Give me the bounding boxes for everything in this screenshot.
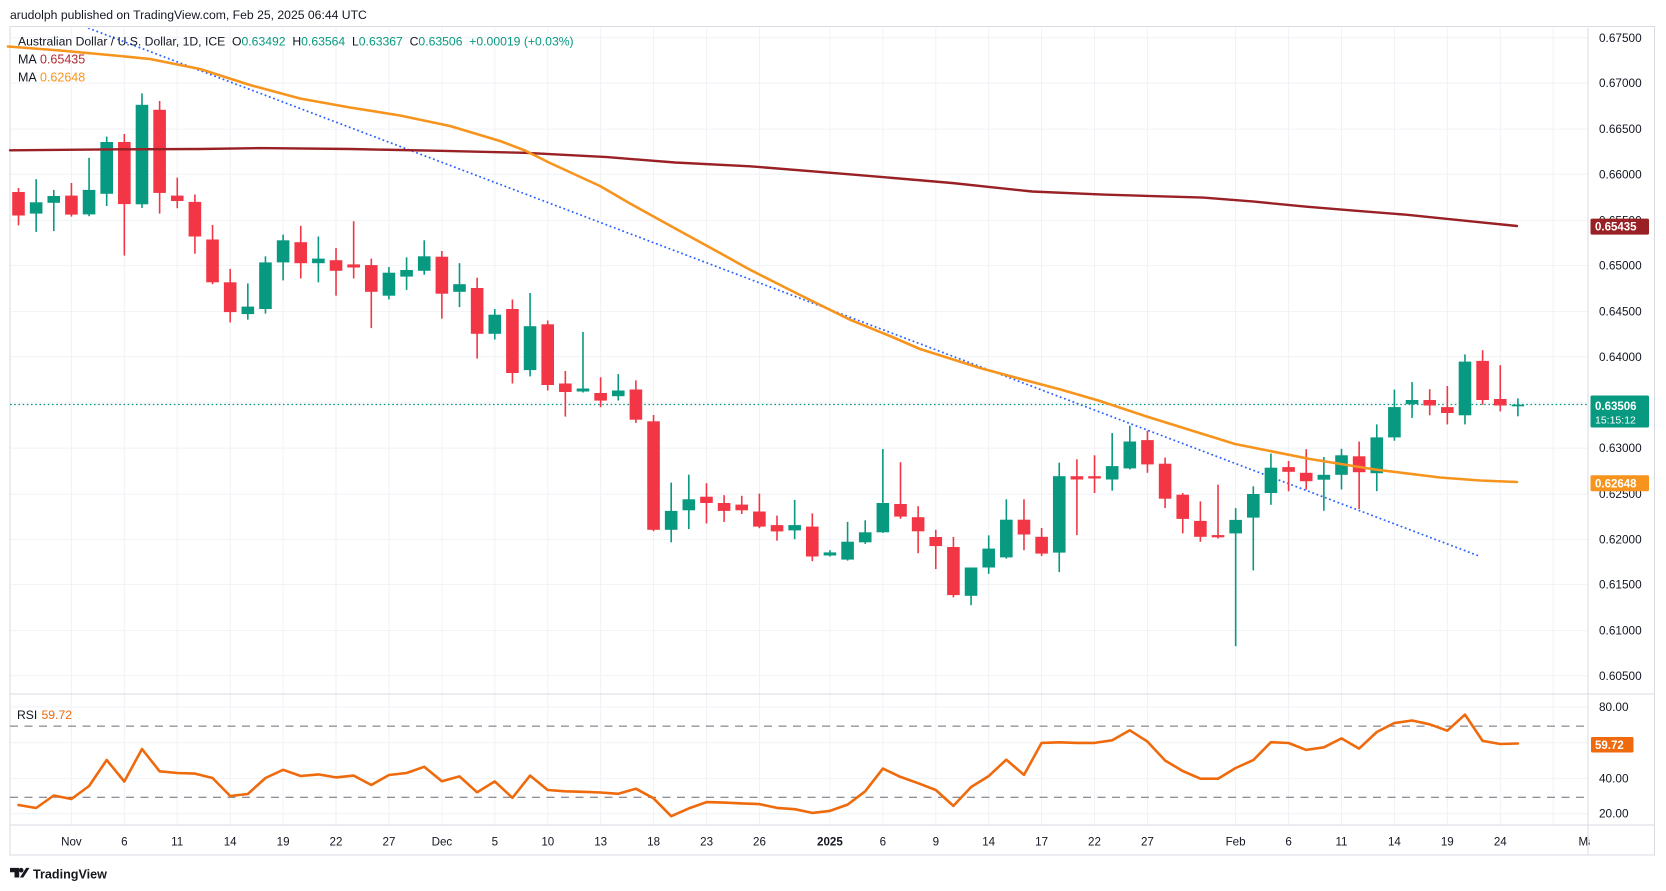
- svg-text:9: 9: [933, 836, 939, 849]
- svg-text:0.61500: 0.61500: [1599, 578, 1642, 592]
- svg-text:0.62648: 0.62648: [1595, 478, 1637, 490]
- svg-text:Australian Dollar / U.S. Dolla: Australian Dollar / U.S. Dollar, 1D, ICE…: [18, 35, 574, 49]
- svg-text:20.00: 20.00: [1599, 807, 1629, 821]
- svg-text:27: 27: [1141, 836, 1154, 849]
- svg-text:14: 14: [1388, 836, 1401, 849]
- svg-text:0.61000: 0.61000: [1599, 624, 1642, 638]
- svg-text:27: 27: [383, 836, 396, 849]
- svg-text:19: 19: [1441, 836, 1454, 849]
- svg-text:80.00: 80.00: [1599, 700, 1629, 714]
- svg-text:11: 11: [171, 836, 183, 849]
- svg-text:0.62000: 0.62000: [1599, 532, 1642, 546]
- svg-text:10: 10: [541, 836, 554, 849]
- svg-text:0.64500: 0.64500: [1599, 305, 1642, 319]
- svg-text:Dec: Dec: [432, 836, 453, 849]
- svg-text:0.66500: 0.66500: [1599, 122, 1642, 136]
- svg-text:0.60500: 0.60500: [1599, 669, 1642, 683]
- svg-text:MA 0.65435: MA 0.65435: [18, 53, 85, 67]
- svg-text:Feb: Feb: [1226, 836, 1246, 849]
- svg-text:26: 26: [753, 836, 766, 849]
- svg-text:40.00: 40.00: [1599, 771, 1629, 785]
- svg-text:23: 23: [700, 836, 713, 849]
- svg-text:6: 6: [880, 836, 886, 849]
- svg-text:Mar: Mar: [1579, 836, 1599, 849]
- svg-text:19: 19: [277, 836, 290, 849]
- svg-text:24: 24: [1494, 836, 1507, 849]
- svg-text:5: 5: [492, 836, 498, 849]
- svg-text:17: 17: [1035, 836, 1048, 849]
- svg-text:22: 22: [1088, 836, 1101, 849]
- svg-text:14: 14: [224, 836, 237, 849]
- svg-text:0.66000: 0.66000: [1599, 167, 1642, 181]
- svg-text:2025: 2025: [817, 836, 843, 849]
- svg-text:0.63000: 0.63000: [1599, 441, 1642, 455]
- svg-text:0.64000: 0.64000: [1599, 350, 1642, 364]
- svg-text:22: 22: [330, 836, 343, 849]
- svg-text:18: 18: [647, 836, 660, 849]
- svg-text:TradingView: TradingView: [33, 867, 107, 881]
- svg-text:0.63506: 0.63506: [1595, 401, 1637, 413]
- svg-text:59.72: 59.72: [1595, 740, 1624, 752]
- svg-text:arudolph published on TradingV: arudolph published on TradingView.com, F…: [10, 8, 367, 22]
- svg-text:MA 0.62648: MA 0.62648: [18, 71, 85, 85]
- svg-text:0.65435: 0.65435: [1595, 222, 1637, 234]
- svg-text:0.67000: 0.67000: [1599, 76, 1642, 90]
- svg-text:14: 14: [982, 836, 995, 849]
- svg-text:RSI 59.72: RSI 59.72: [17, 708, 72, 722]
- svg-text:6: 6: [121, 836, 127, 849]
- svg-text:11: 11: [1335, 836, 1347, 849]
- svg-text:0.65000: 0.65000: [1599, 259, 1642, 273]
- svg-text:0.67500: 0.67500: [1599, 31, 1642, 45]
- svg-text:Nov: Nov: [61, 836, 82, 849]
- svg-text:6: 6: [1285, 836, 1291, 849]
- svg-text:15:15:12: 15:15:12: [1595, 415, 1636, 427]
- svg-text:13: 13: [594, 836, 607, 849]
